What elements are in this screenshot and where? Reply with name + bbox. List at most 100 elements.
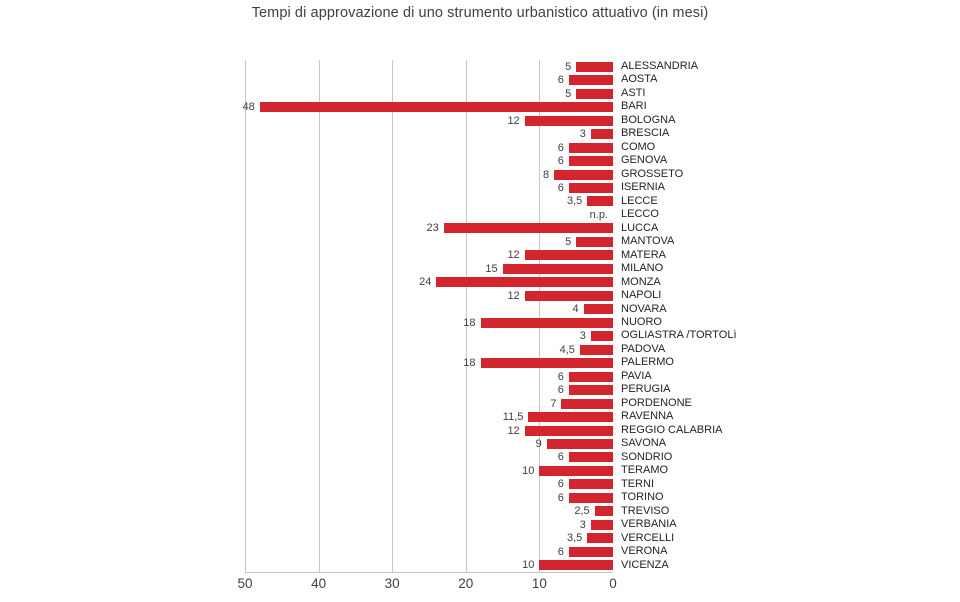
bar: [576, 61, 613, 72]
bar-row: 6: [245, 383, 613, 396]
bar-row: 5: [245, 87, 613, 100]
bar: [590, 519, 613, 530]
category-label: MATERA: [621, 248, 667, 261]
bar-row: 2,5: [245, 505, 613, 518]
bar: [568, 385, 613, 396]
bar-row: 11,5: [245, 410, 613, 423]
chart-title: Tempi di approvazione di uno strumento u…: [251, 5, 709, 21]
x-axis-tick: 40: [311, 576, 327, 591]
category-label: PORDENONE: [621, 396, 692, 409]
bar: [554, 169, 613, 180]
category-label: MANTOVA: [621, 235, 675, 248]
bar-row: 3: [245, 127, 613, 140]
bar: [436, 277, 613, 288]
gridline: [465, 60, 467, 572]
bar: [480, 358, 613, 369]
bar-row: 6: [245, 370, 613, 383]
value-label: 7: [550, 397, 557, 410]
bar-row: 4: [245, 303, 613, 316]
category-label: COMO: [621, 140, 656, 153]
bar: [568, 546, 613, 557]
category-label: NAPOLI: [621, 289, 662, 302]
bar: [576, 236, 613, 247]
category-label: LUCCA: [621, 221, 659, 234]
bar-row: 4,5: [245, 343, 613, 356]
bar: [524, 290, 613, 301]
bar: [568, 156, 613, 167]
value-label: 3,5: [566, 195, 583, 208]
bar-row: 5: [245, 235, 613, 248]
category-label: VERONA: [621, 545, 668, 558]
bar: [568, 479, 613, 490]
bar: [587, 196, 613, 207]
bar-row: 7: [245, 397, 613, 410]
bar-row: n.p.: [245, 208, 613, 221]
gridline: [392, 60, 394, 572]
value-label: 12: [507, 424, 520, 437]
bar: [443, 223, 613, 234]
category-label: BARI: [621, 100, 647, 113]
value-label: 6: [557, 545, 564, 558]
bar: [561, 398, 613, 409]
category-label: OGLIASTRA /TORTOLì: [621, 329, 737, 342]
category-label: PERUGIA: [621, 383, 671, 396]
value-label: 3: [579, 128, 586, 141]
bar: [259, 102, 613, 113]
bar-row: 6: [245, 141, 613, 154]
bar-row: 3: [245, 518, 613, 531]
category-label: ASTI: [621, 86, 646, 99]
bar: [568, 371, 613, 382]
value-label: 5: [565, 60, 572, 73]
value-label: 6: [557, 384, 564, 397]
category-label: TERAMO: [621, 464, 669, 477]
value-label: 2,5: [574, 505, 590, 518]
value-label: 6: [557, 74, 564, 87]
category-label: ISERNIA: [621, 181, 666, 194]
bar: [528, 412, 613, 423]
bar-row: 18: [245, 316, 613, 329]
value-label: 6: [557, 451, 564, 464]
category-label: TORINO: [621, 491, 664, 504]
bar: [480, 317, 613, 328]
value-label: 3: [579, 330, 586, 343]
value-label: 6: [557, 141, 564, 154]
value-label: 4,5: [559, 343, 575, 356]
category-label: REGGIO CALABRIA: [621, 423, 723, 436]
category-label: TERNI: [621, 477, 654, 490]
bar-row: 12: [245, 289, 613, 302]
value-label: 23: [426, 222, 439, 235]
bar: [524, 250, 613, 261]
gridline: [245, 60, 246, 572]
bar-row: 10: [245, 464, 613, 477]
category-label: MILANO: [621, 262, 664, 275]
x-axis-tick: 50: [237, 576, 253, 591]
bar-row: 9: [245, 437, 613, 450]
bar: [594, 506, 613, 517]
x-axis: 50 40 30 20 10 0: [0, 576, 960, 596]
x-axis-tick: 20: [458, 576, 474, 591]
value-label: 10: [522, 464, 535, 477]
category-label: VERCELLI: [621, 531, 675, 544]
gridline: [539, 60, 541, 572]
gridline: [318, 60, 320, 572]
value-label: 4: [572, 303, 579, 316]
bar: [568, 492, 613, 503]
x-axis-tick: 10: [531, 576, 547, 591]
category-label: PADOVA: [621, 342, 666, 355]
value-label: 48: [242, 101, 255, 114]
bar-row: 6: [245, 478, 613, 491]
bar: [568, 182, 613, 193]
bar-row: 12: [245, 249, 613, 262]
bar: [568, 75, 613, 86]
value-label: 24: [419, 276, 432, 289]
bar-row: 8: [245, 168, 613, 181]
bar: [579, 344, 613, 355]
bar-row: 6: [245, 545, 613, 558]
bar: [568, 142, 613, 153]
bar-row: 6: [245, 451, 613, 464]
bar-row: 10: [245, 559, 613, 572]
category-label: VERBANIA: [621, 518, 677, 531]
category-labels: ALESSANDRIA AOSTA ASTI BARI BOLOGNA BRESCIA CO…: [621, 60, 951, 572]
value-label: 11,5: [502, 411, 524, 424]
